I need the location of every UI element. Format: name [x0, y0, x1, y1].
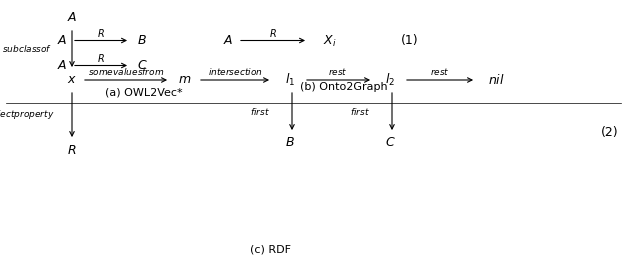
Text: $A$: $A$: [223, 34, 233, 48]
Text: $B$: $B$: [285, 136, 295, 149]
Text: $first$: $first$: [250, 107, 270, 118]
Text: $nil$: $nil$: [488, 73, 504, 87]
Text: $m$: $m$: [179, 73, 191, 87]
Text: $first$: $first$: [350, 107, 370, 118]
Text: $R$: $R$: [67, 144, 77, 156]
Text: $intersection$: $intersection$: [207, 67, 262, 78]
Text: $R$: $R$: [269, 27, 277, 39]
Text: $B$: $B$: [137, 34, 147, 48]
Text: $A$: $A$: [57, 34, 67, 48]
Text: $C$: $C$: [385, 136, 396, 149]
Text: $objectproperty$: $objectproperty$: [0, 109, 54, 122]
Text: (2): (2): [601, 127, 619, 139]
Text: $C$: $C$: [137, 59, 147, 73]
Text: $R$: $R$: [97, 27, 105, 39]
Text: $X_i$: $X_i$: [323, 33, 337, 49]
Text: (1): (1): [401, 34, 419, 48]
Text: $x$: $x$: [67, 73, 77, 87]
Text: (a) OWL2Vec*: (a) OWL2Vec*: [105, 88, 182, 98]
Text: $l_1$: $l_1$: [285, 72, 295, 88]
Text: $R$: $R$: [97, 52, 105, 64]
Text: $A$: $A$: [57, 59, 67, 73]
Text: $l_2$: $l_2$: [385, 72, 395, 88]
Text: $A$: $A$: [67, 12, 77, 24]
Text: $subclassof$: $subclassof$: [2, 43, 52, 54]
Text: $rest$: $rest$: [328, 67, 348, 78]
Text: $somevaluesfrom$: $somevaluesfrom$: [88, 67, 164, 78]
Text: (b) Onto2Graph: (b) Onto2Graph: [300, 82, 388, 92]
Text: (c) RDF: (c) RDF: [250, 244, 291, 254]
Text: $rest$: $rest$: [430, 67, 450, 78]
